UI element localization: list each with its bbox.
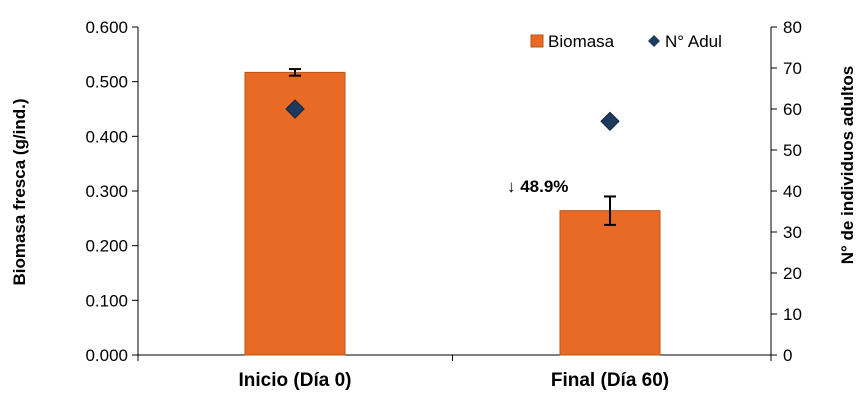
legend-swatch-biomasa (530, 34, 544, 48)
legend-label-biomasa: Biomasa (548, 32, 615, 51)
scatter-points (285, 99, 620, 132)
error-bars (289, 68, 616, 226)
y2-tick-label: 50 (783, 141, 802, 160)
legend-diamond-icon (648, 35, 660, 47)
legend: Biomasa N° Adul (530, 32, 722, 51)
tick-labels: 0.000 0.100 0.200 0.300 0.400 0.500 0.600 0 10 20… (85, 18, 801, 365)
y2-tick-label: 60 (783, 100, 802, 119)
y2-axis-title: N° de individuos adultos (838, 66, 857, 265)
y2-tick-label: 70 (783, 59, 802, 78)
y-tick-label: 0.300 (85, 182, 128, 201)
y2-tick-label: 80 (783, 18, 802, 37)
x-category-label: Final (Día 60) (551, 370, 669, 391)
reduction-annotation: ↓ 48.9% (507, 177, 568, 196)
y-tick-label: 0.200 (85, 237, 128, 256)
x-category-label: Inicio (Día 0) (239, 370, 352, 391)
point-adultos (600, 111, 620, 132)
category-labels: Inicio (Día 0) Final (Día 60) (239, 370, 670, 391)
y-axis-title: Biomasa fresca (g/ind.) (10, 98, 29, 285)
y2-tick-label: 30 (783, 223, 802, 242)
axes (132, 26, 777, 361)
y2-tick-label: 40 (783, 182, 802, 201)
point-adultos (285, 99, 305, 119)
bar-biomasa (244, 71, 346, 356)
bar-biomasa (559, 210, 661, 356)
y-tick-label: 0.000 (85, 346, 128, 365)
y-tick-label: 0.500 (85, 73, 128, 92)
bars (244, 71, 661, 356)
y-tick-label: 0.400 (85, 127, 128, 146)
y2-tick-label: 20 (783, 264, 802, 283)
y-tick-label: 0.100 (85, 291, 128, 310)
y2-tick-label: 0 (783, 346, 792, 365)
y-tick-label: 0.600 (85, 18, 128, 37)
legend-label-adultos: N° Adul (665, 32, 722, 51)
y2-tick-label: 10 (783, 305, 802, 324)
